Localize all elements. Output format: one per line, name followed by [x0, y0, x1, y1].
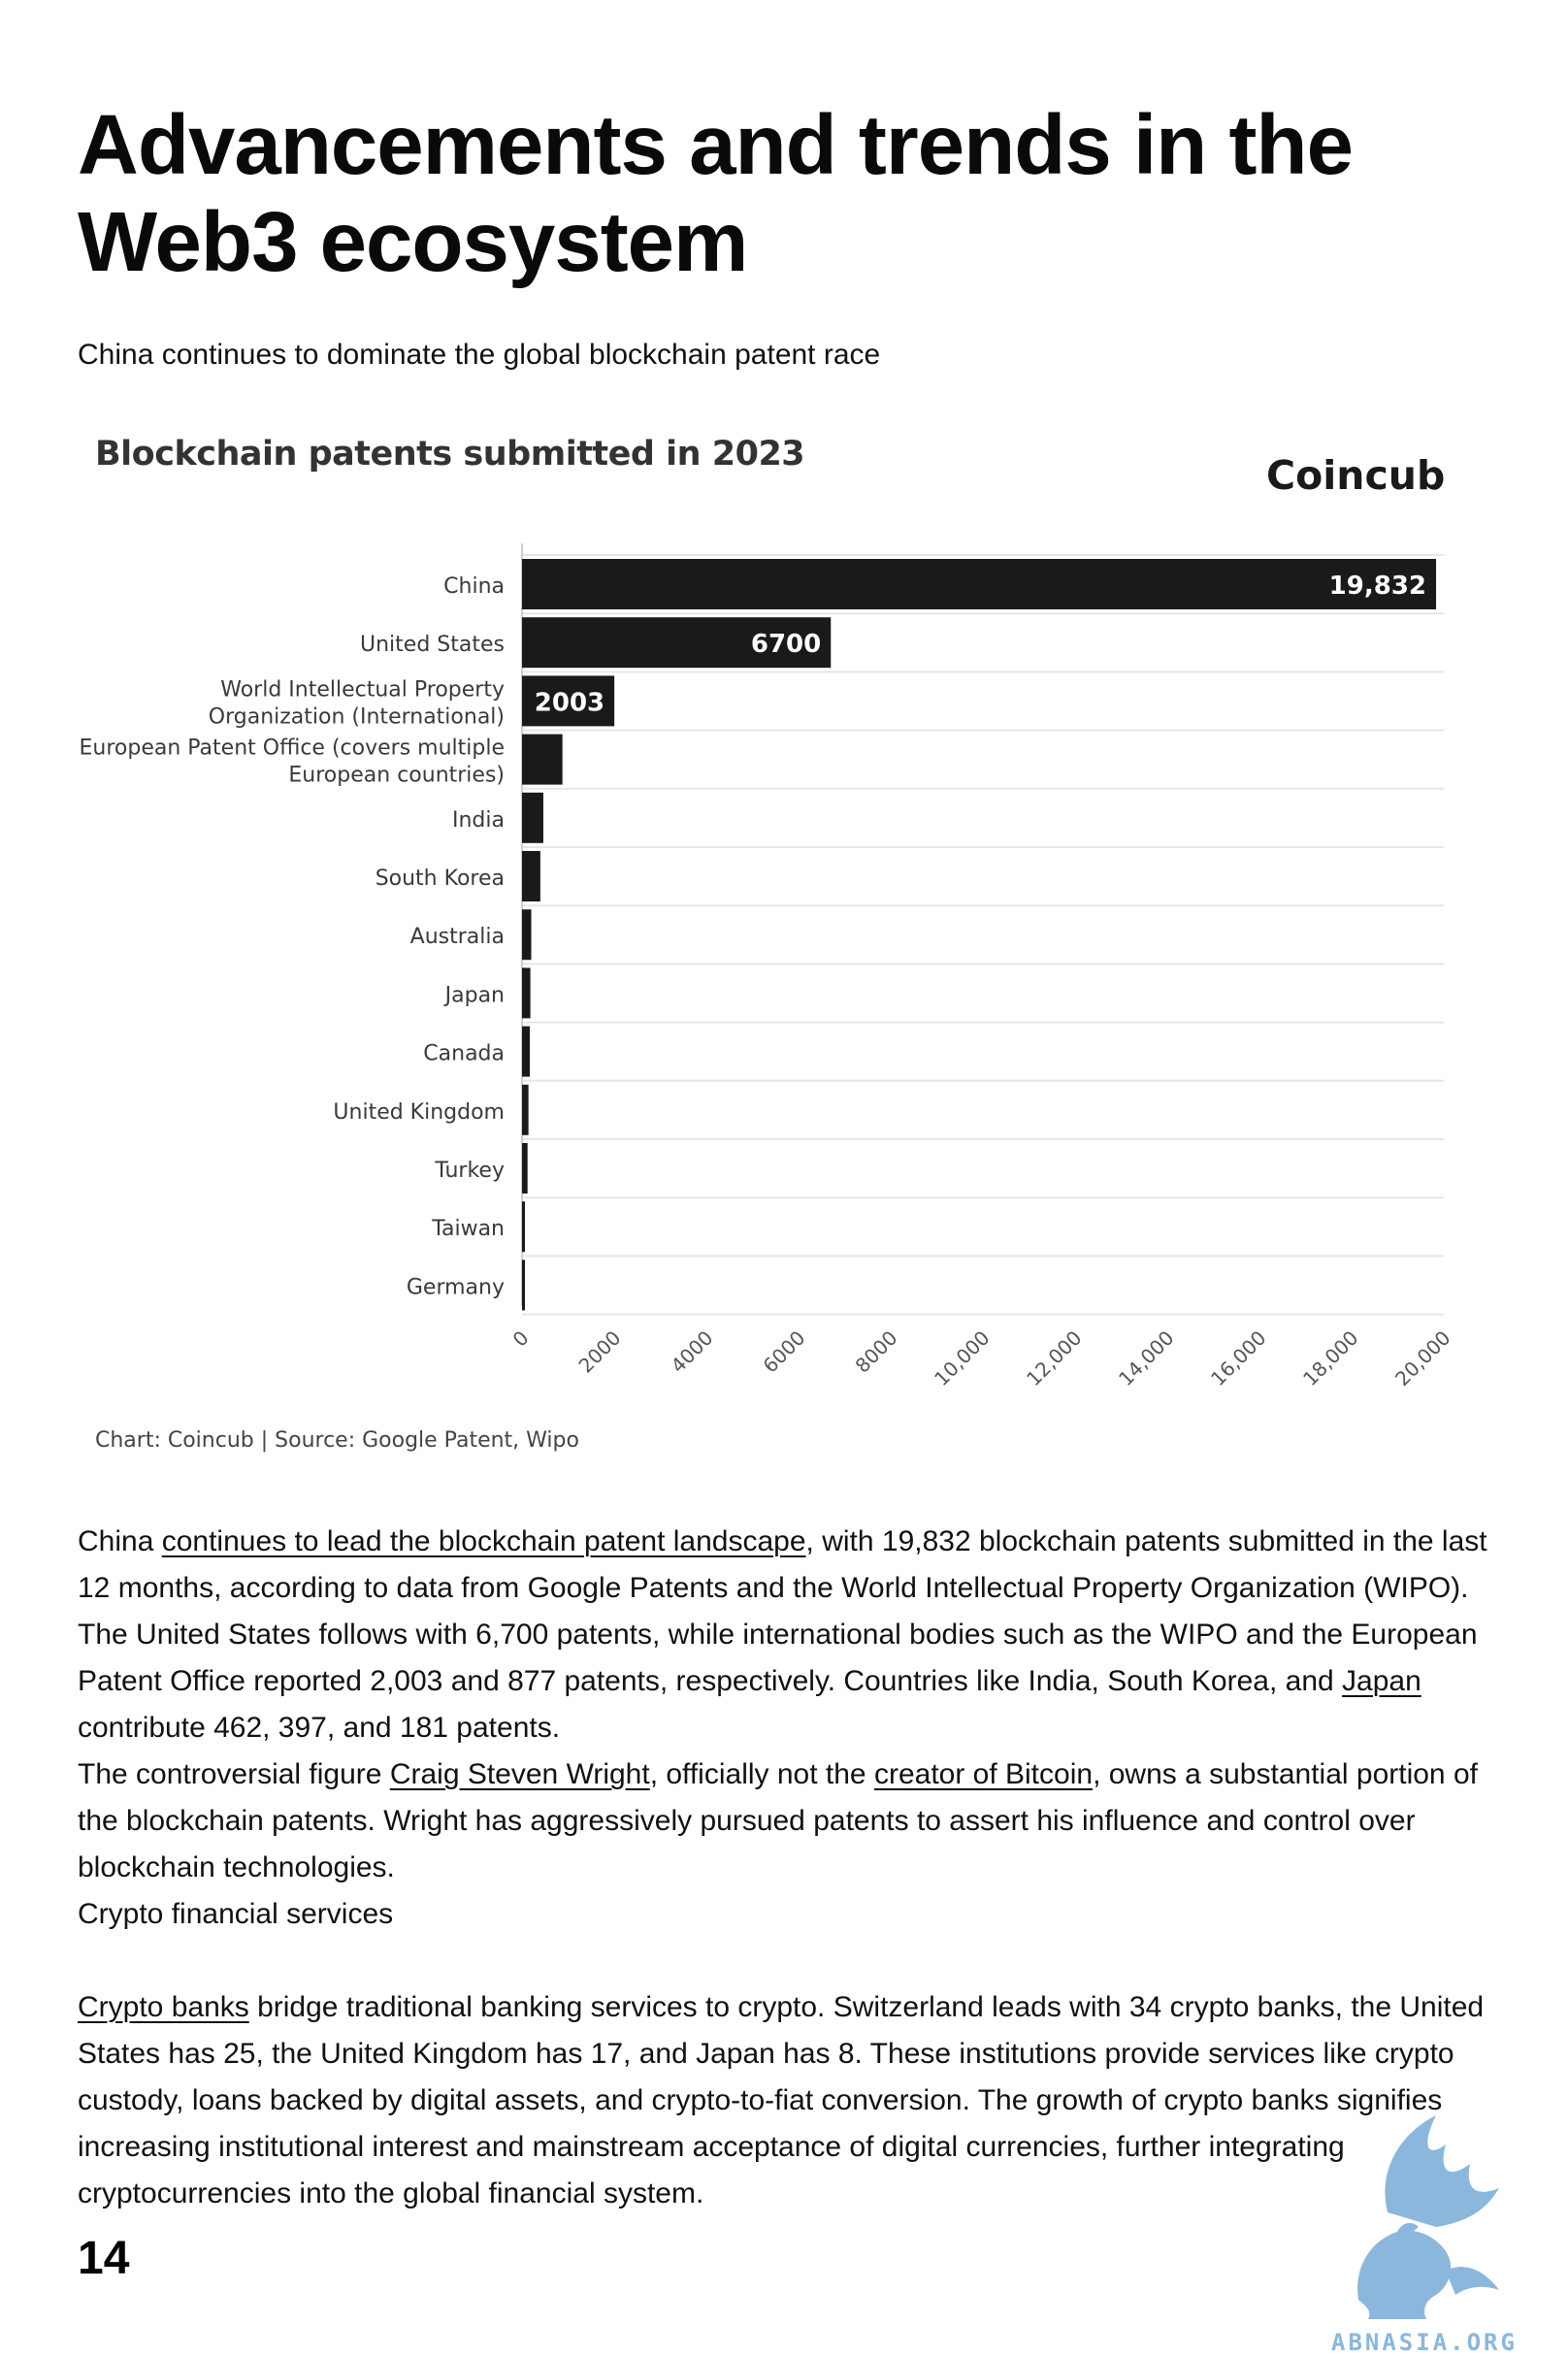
category-label: Canada	[423, 1042, 505, 1066]
bar	[522, 909, 532, 961]
x-tick-label: 18,000	[1298, 1326, 1362, 1391]
data-label: 19,832	[1329, 572, 1426, 601]
category-label: European countries)	[288, 764, 505, 788]
paragraph-craig-wright: The controversial figure Craig Steven Wr…	[78, 1758, 1478, 1883]
chart-source: Chart: Coincub | Source: Google Patent, …	[95, 1428, 579, 1453]
x-tick-label: 16,000	[1206, 1326, 1270, 1391]
x-tick-label: 12,000	[1022, 1326, 1086, 1391]
page-number: 14	[78, 2233, 130, 2284]
link-craig-steven-wright[interactable]: Craig Steven Wright	[389, 1758, 650, 1790]
category-label: Organization (International)	[209, 704, 505, 729]
chart-bars: 19,832 6700 2003	[522, 559, 1437, 1311]
category-label: Australia	[410, 925, 505, 949]
link-creator-of-bitcoin[interactable]: creator of Bitcoin	[873, 1758, 1094, 1790]
bar-chart: 19,832 6700 2003 China United States World I…	[79, 543, 1455, 1391]
bar	[522, 967, 531, 1019]
page-title: Advancements and trends in the Web3 ecos…	[78, 98, 1354, 289]
x-tick-label: 4000	[667, 1326, 718, 1378]
chart-title: Blockchain patents submitted in 2023	[95, 435, 805, 474]
bar	[522, 1260, 525, 1311]
x-tick-label: 6000	[759, 1326, 810, 1378]
bar	[522, 617, 832, 669]
category-label: South Korea	[376, 867, 505, 891]
x-tick-label: 0	[508, 1326, 534, 1352]
category-label: Japan	[443, 983, 505, 1007]
x-tick-label: 10,000	[930, 1326, 994, 1391]
bar	[522, 1201, 525, 1253]
bar	[522, 559, 1437, 609]
paragraph-gap	[78, 1938, 1494, 1984]
bar	[522, 675, 615, 727]
category-label: China	[443, 574, 505, 599]
bar	[522, 851, 540, 901]
x-axis-ticks: 0 2000 4000 6000 8000 10,000 12,000 14,000 16,00…	[508, 1326, 1455, 1391]
category-label: Turkey	[434, 1159, 505, 1183]
bar	[522, 734, 563, 785]
chart-grid	[521, 543, 1444, 1316]
category-label: United Kingdom	[333, 1100, 505, 1125]
page-subtitle: China continues to dominate the global b…	[78, 339, 881, 371]
data-label: 2003	[535, 688, 604, 717]
paragraph-patents: China continues to lead the blockchain p…	[78, 1525, 1487, 1744]
bar	[522, 1026, 531, 1077]
category-label: Germany	[407, 1275, 505, 1299]
x-tick-label: 14,000	[1114, 1326, 1178, 1391]
category-label: World Intellectual Property	[220, 677, 505, 702]
link-japan[interactable]: Japan	[1342, 1665, 1421, 1697]
paragraph-crypto-banks: Crypto banks bridge traditional banking …	[78, 1991, 1485, 2209]
x-tick-label: 20,000	[1390, 1326, 1454, 1391]
article-body: China continues to lead the blockchain p…	[78, 1519, 1494, 2217]
brand-logo: Coincub	[1266, 452, 1446, 499]
bar	[522, 1143, 528, 1194]
section-heading-crypto-financial-services: Crypto financial services	[78, 1898, 394, 1930]
x-tick-label: 8000	[851, 1326, 902, 1378]
bar	[522, 792, 543, 843]
category-label: India	[452, 808, 505, 833]
data-label: 6700	[751, 630, 821, 659]
category-label: United States	[360, 633, 505, 657]
category-label: European Patent Office (covers multiple	[79, 736, 505, 761]
link-patent-landscape[interactable]: continues to lead the blockchain patent …	[161, 1525, 806, 1557]
category-labels: China United States World Intellectual Pro…	[79, 574, 505, 1299]
bar	[522, 1084, 529, 1135]
category-label: Taiwan	[431, 1217, 505, 1241]
link-crypto-banks[interactable]: Crypto banks	[78, 1991, 249, 2023]
watermark-text: ABNASIA.ORG	[1331, 2329, 1518, 2356]
griffin-icon	[1357, 2115, 1499, 2319]
x-tick-label: 2000	[574, 1326, 626, 1378]
